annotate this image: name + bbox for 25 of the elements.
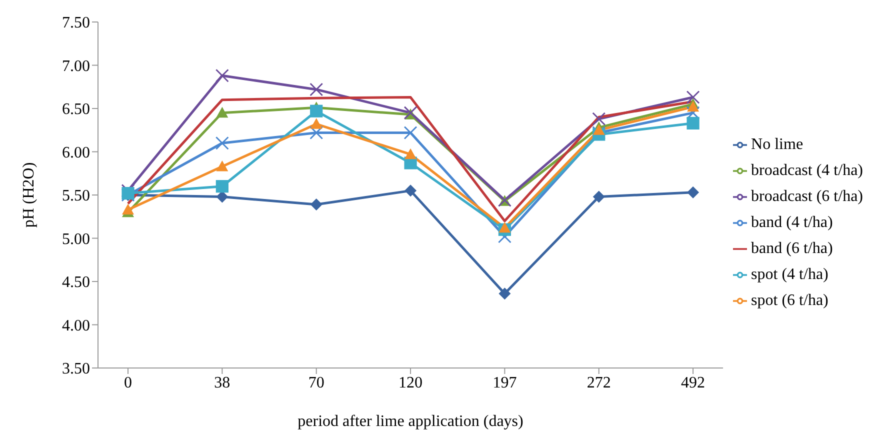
y-tick-label: 6.00 — [62, 144, 90, 162]
x-tick-label: 120 — [398, 374, 423, 392]
y-tick-label: 7.00 — [62, 58, 90, 75]
y-axis-title: pH (H2O) — [20, 162, 38, 228]
legend-label: band (4 t/ha) — [751, 214, 833, 231]
y-tick-label: 5.00 — [62, 230, 90, 248]
y-tick-label: 4.00 — [62, 317, 90, 334]
legend-label: broadcast (6 t/ha) — [751, 188, 863, 205]
legend-label: spot (6 t/ha) — [751, 292, 828, 309]
legend-label: spot (4 t/ha) — [751, 266, 828, 283]
y-tick-label: 6.50 — [62, 101, 90, 118]
x-axis-title: period after lime application (days) — [298, 413, 524, 430]
x-tick-label: 197 — [492, 374, 517, 392]
y-tick-label: 7.50 — [62, 14, 90, 32]
x-tick-label: 272 — [586, 374, 611, 392]
legend-label: No lime — [751, 136, 804, 153]
y-tick-label: 5.50 — [62, 188, 90, 205]
x-tick-label: 0 — [124, 374, 132, 392]
legend-label: broadcast (4 t/ha) — [751, 162, 863, 179]
x-tick-label: 38 — [214, 374, 230, 392]
y-tick-label: 3.50 — [62, 360, 90, 378]
x-tick-label: 492 — [681, 374, 706, 392]
legend-label: band (6 t/ha) — [751, 240, 833, 257]
x-tick-label: 70 — [308, 374, 324, 392]
y-tick-label: 4.50 — [62, 274, 90, 292]
